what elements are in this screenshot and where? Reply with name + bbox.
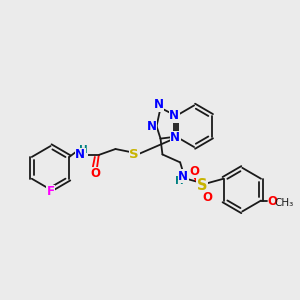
- Text: N: N: [178, 170, 188, 183]
- Text: H: H: [79, 145, 87, 155]
- Text: N: N: [169, 109, 179, 122]
- Text: F: F: [46, 185, 55, 198]
- Text: S: S: [196, 178, 207, 193]
- Text: O: O: [267, 195, 277, 208]
- Text: N: N: [154, 98, 164, 111]
- Text: N: N: [170, 131, 180, 144]
- Text: O: O: [91, 167, 101, 180]
- Text: H: H: [175, 176, 184, 186]
- Text: N: N: [75, 148, 85, 161]
- Text: CH₃: CH₃: [275, 197, 294, 208]
- Text: N: N: [147, 120, 157, 133]
- Text: O: O: [203, 190, 213, 204]
- Text: O: O: [189, 165, 199, 178]
- Text: S: S: [129, 148, 139, 161]
